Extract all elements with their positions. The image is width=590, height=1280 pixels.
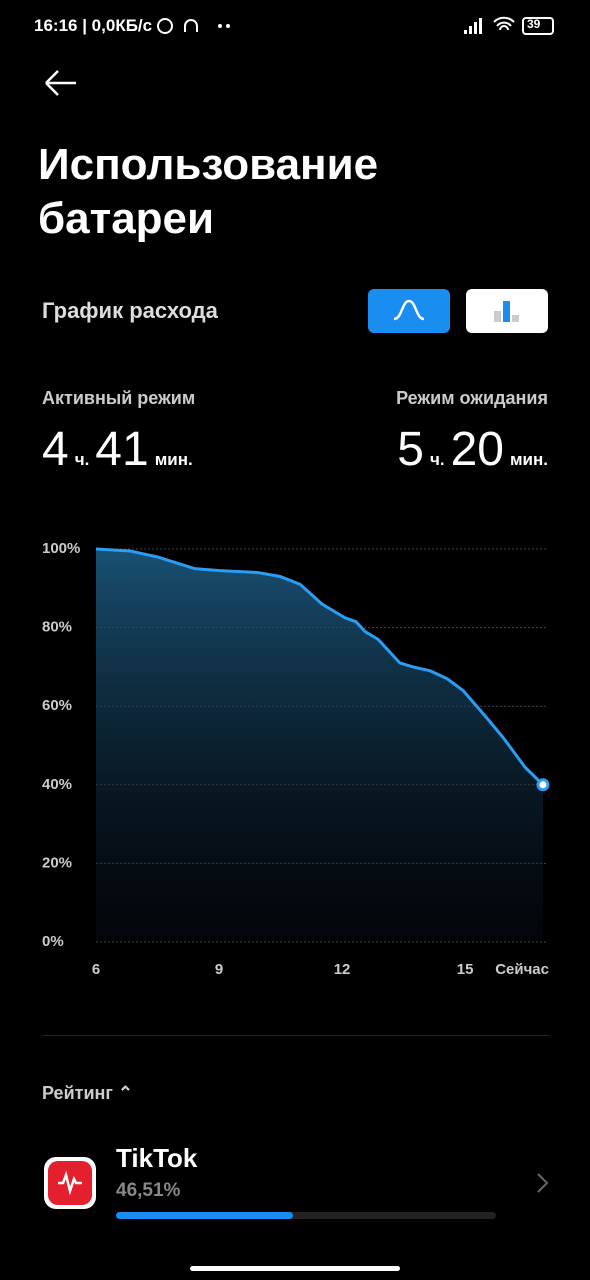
x-tick-label: Сейчас (495, 961, 549, 978)
status-time: 16:16 | 0,0КБ/с (34, 16, 153, 35)
status-right-icons (464, 16, 554, 35)
x-tick-label: 9 (215, 961, 223, 978)
minutes: 41 (95, 423, 149, 476)
active-label: Активный режим (42, 388, 196, 408)
y-tick-label: 40% (42, 776, 72, 793)
line (95, 547, 545, 786)
x-tick-label: 15 (457, 961, 474, 978)
standby-label: Режим ожидания (396, 388, 548, 408)
unit: ч. (429, 450, 445, 469)
back-button[interactable] (42, 68, 78, 98)
x-tick-label: 6 (92, 961, 100, 978)
standby-value: 5 ч. 20 мин. (397, 422, 548, 477)
y-tick-label: 0% (42, 933, 64, 950)
chart: 0% 20% 40% 60% 80% 100% 6 9 12 15 Сейчас (42, 540, 550, 978)
ranking-toggle[interactable]: Рейтинг ⌃ (42, 1083, 133, 1103)
home-indicator (190, 1266, 400, 1271)
y-tick-label: 80% (42, 619, 72, 636)
ranking-label: Рейтинг (42, 1083, 113, 1103)
y-tick-label: 60% (42, 697, 72, 714)
app-name: TikTok (116, 1143, 198, 1173)
unit: ч. (74, 450, 90, 469)
progress-fill (116, 1212, 293, 1219)
bar-toggle[interactable] (466, 289, 548, 333)
curve-toggle[interactable] (368, 289, 450, 333)
area (96, 549, 543, 942)
minutes: 20 (450, 423, 504, 476)
unit: мин. (154, 450, 193, 469)
title-line: батареи (38, 194, 215, 243)
active-value: 4 ч. 41 мин. (42, 422, 193, 477)
app-icon[interactable] (44, 1157, 96, 1209)
unit: мин. (509, 450, 548, 469)
hours: 5 (397, 423, 424, 476)
app-percent: 46,51% (116, 1180, 181, 1201)
divider (42, 1035, 550, 1036)
y-tick-label: 20% (42, 854, 72, 871)
y-tick-label: 100% (42, 540, 80, 557)
x-tick-label: 12 (334, 961, 351, 978)
section-title: График расхода (42, 298, 218, 323)
status-icons (157, 18, 230, 34)
title-line: Использование (38, 140, 379, 189)
chevron[interactable] (535, 1172, 551, 1194)
progress-track (116, 1212, 496, 1219)
hours: 4 (42, 423, 69, 476)
end-point (536, 778, 550, 792)
title: Использование батареи (38, 138, 378, 246)
battery-level: 39 (527, 17, 541, 31)
